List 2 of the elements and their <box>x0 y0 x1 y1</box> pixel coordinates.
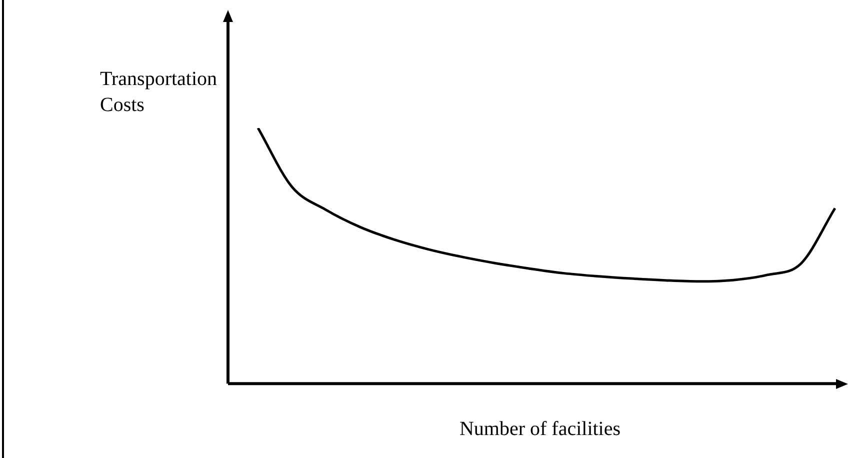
x-axis-title: Number of facilities <box>458 418 622 441</box>
y-axis-title: Transportation Costs <box>100 67 218 118</box>
